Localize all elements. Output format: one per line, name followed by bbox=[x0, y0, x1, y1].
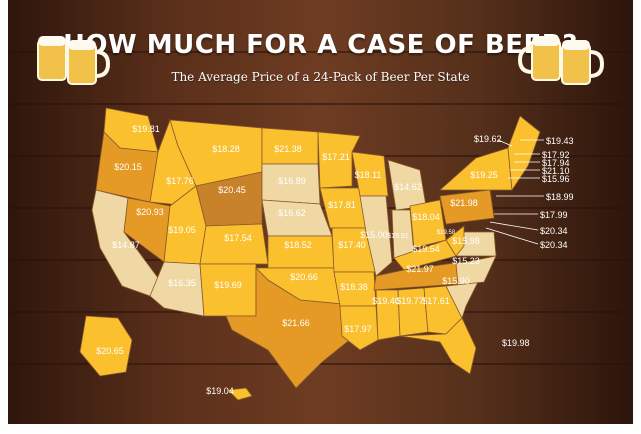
label-SC: $15.90 bbox=[442, 276, 470, 286]
label-FL: $19.98 bbox=[502, 338, 530, 348]
label-CO: $17.54 bbox=[224, 233, 252, 243]
label-MS: $19.40 bbox=[372, 296, 400, 306]
label-NJ: $18.99 bbox=[546, 192, 574, 202]
label-UT: $19.05 bbox=[168, 225, 196, 235]
state-AK bbox=[79, 315, 133, 377]
state-NC bbox=[445, 255, 497, 287]
state-WI bbox=[351, 151, 389, 197]
label-IL: $15.00 bbox=[360, 230, 388, 240]
label-AZ: $16.35 bbox=[168, 278, 196, 288]
label-WA: $19.81 bbox=[132, 124, 160, 134]
label-MT: $18.28 bbox=[212, 144, 240, 154]
label-IA: $17.81 bbox=[328, 200, 356, 210]
label-ND: $21.38 bbox=[274, 144, 302, 154]
label-NY: $19.25 bbox=[470, 170, 498, 180]
beer-mug-icon bbox=[517, 36, 605, 85]
label-KS: $18.52 bbox=[284, 240, 312, 250]
label-IN: $15.91 bbox=[387, 233, 409, 240]
state-FL bbox=[399, 317, 477, 375]
label-WV: $19.58 bbox=[437, 230, 456, 236]
label-DE: $17.99 bbox=[540, 210, 568, 220]
page-subtitle: The Average Price of a 24-Pack of Beer P… bbox=[171, 70, 470, 84]
label-AL: $19.77 bbox=[396, 296, 424, 306]
label-NH: $17.92 bbox=[542, 150, 570, 160]
label-WY: $20.45 bbox=[218, 185, 246, 195]
label-KY: $19.54 bbox=[412, 244, 440, 254]
label-WI: $18.11 bbox=[355, 170, 382, 180]
state-NE-states bbox=[507, 115, 541, 192]
label-GA: $17.61 bbox=[422, 296, 450, 306]
label-ME: $19.43 bbox=[546, 136, 574, 146]
page-title: HOW MUCH FOR A CASE OF BEER? bbox=[63, 30, 578, 60]
label-OR: $20.15 bbox=[114, 162, 142, 172]
label-NV: $20.93 bbox=[136, 207, 164, 217]
label-ID: $17.76 bbox=[166, 176, 194, 186]
state-PA bbox=[439, 189, 495, 225]
label-OH: $18.04 bbox=[412, 212, 440, 222]
label-AR: $18.38 bbox=[340, 282, 368, 292]
state-HI bbox=[227, 387, 253, 401]
state-IL bbox=[359, 195, 393, 277]
state-TX bbox=[225, 267, 353, 389]
label-DC: $20.34 bbox=[540, 240, 568, 250]
state-LA bbox=[339, 305, 379, 351]
label-AK: $20.65 bbox=[96, 346, 124, 356]
state-AZ bbox=[149, 261, 205, 317]
label-MA: $17.94 bbox=[542, 158, 570, 168]
label-CT: $15.96 bbox=[542, 174, 570, 184]
label-OK: $20.66 bbox=[290, 272, 318, 282]
label-NE: $16.62 bbox=[278, 208, 306, 218]
state-WV bbox=[445, 225, 465, 257]
label-LA: $17.97 bbox=[344, 324, 372, 334]
label-VA: $15.98 bbox=[452, 236, 480, 246]
label-NM: $19.69 bbox=[214, 280, 242, 290]
label-CA: $14.87 bbox=[112, 240, 140, 250]
label-MN: $17.21 bbox=[322, 152, 350, 162]
state-MN bbox=[317, 131, 361, 189]
callout-lines bbox=[485, 139, 544, 245]
beer-mug-icon bbox=[37, 36, 111, 85]
label-PA: $21.98 bbox=[450, 198, 478, 208]
label-VT: $19.62 bbox=[474, 134, 502, 144]
label-SD: $16.89 bbox=[278, 176, 306, 186]
label-MI: $14.62 bbox=[394, 182, 422, 192]
label-TN: $21.97 bbox=[406, 264, 434, 274]
label-MD: $20.34 bbox=[540, 226, 568, 236]
label-RI: $21.10 bbox=[542, 166, 570, 176]
label-NC: $15.23 bbox=[452, 256, 480, 266]
label-MO: $17.40 bbox=[338, 240, 366, 250]
label-HI: $19.04 bbox=[206, 386, 234, 396]
label-TX: $21.66 bbox=[282, 318, 310, 328]
